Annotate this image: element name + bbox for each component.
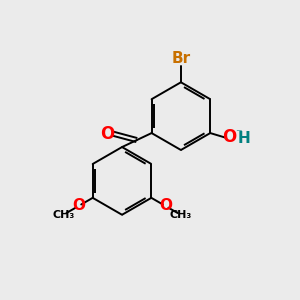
Text: O: O — [159, 198, 172, 213]
Text: O: O — [72, 198, 85, 213]
Text: O: O — [222, 128, 236, 146]
Text: O: O — [100, 124, 115, 142]
Text: Br: Br — [171, 51, 190, 66]
Text: ⁻: ⁻ — [235, 128, 242, 140]
Text: H: H — [238, 131, 250, 146]
Text: CH₃: CH₃ — [169, 210, 192, 220]
Text: CH₃: CH₃ — [52, 210, 74, 220]
